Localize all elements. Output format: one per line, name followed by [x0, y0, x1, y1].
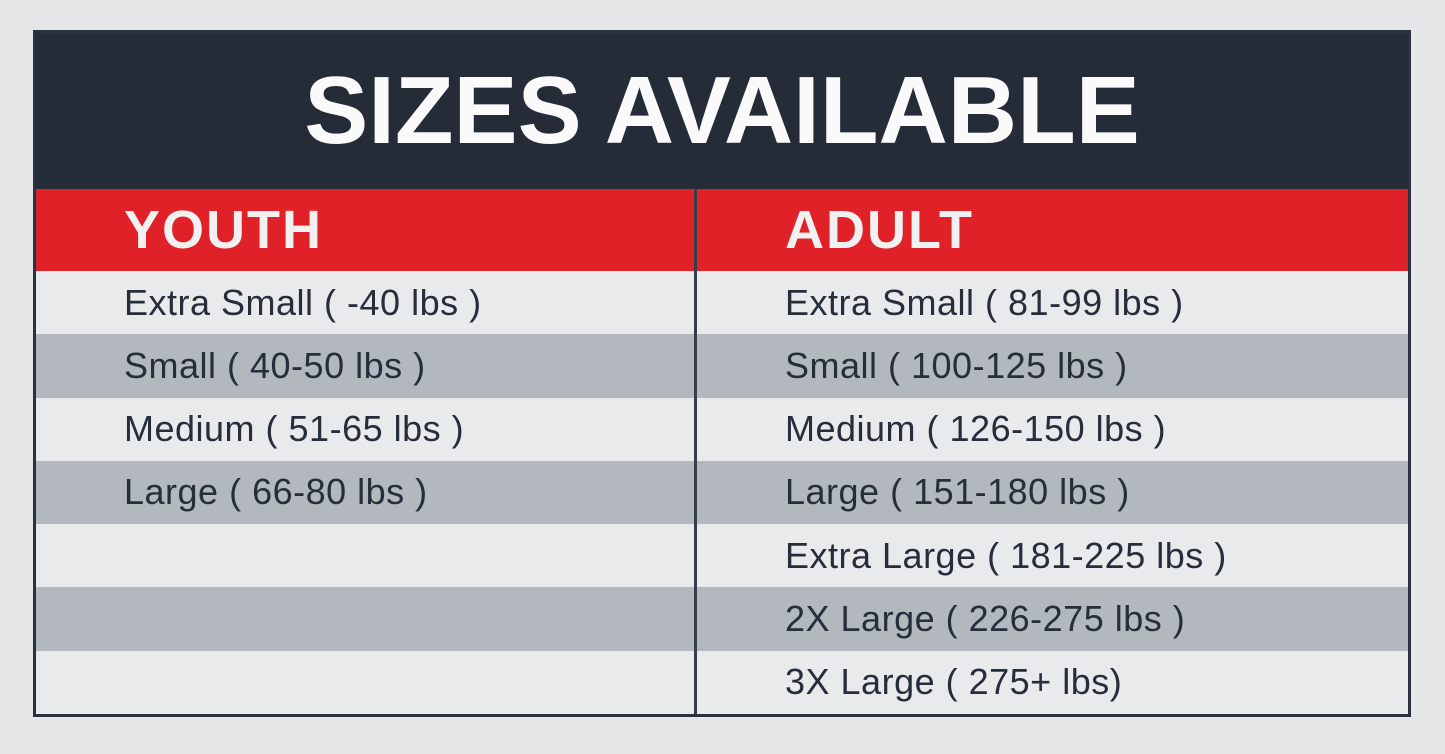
- size-label: Medium ( 126-150 lbs ): [785, 408, 1167, 450]
- adult-column-header: ADULT: [697, 189, 1408, 271]
- table-row: Extra Small ( -40 lbs ): [36, 271, 694, 335]
- size-label: Small ( 40-50 lbs ): [124, 344, 426, 386]
- size-label: Large ( 66-80 lbs ): [124, 471, 428, 513]
- table-row: Medium ( 51-65 lbs ): [36, 397, 694, 461]
- table-row: 3X Large ( 275+ lbs): [697, 650, 1408, 714]
- size-label: 3X Large ( 275+ lbs): [785, 661, 1123, 703]
- adult-column: ADULT Extra Small ( 81-99 lbs ) Small ( …: [697, 189, 1408, 714]
- size-label: Extra Large ( 181-225 lbs ): [785, 534, 1227, 576]
- size-label: 2X Large ( 226-275 lbs ): [785, 598, 1186, 640]
- table-row: Extra Small ( 81-99 lbs ): [697, 271, 1408, 335]
- title-bar: SIZES AVAILABLE: [36, 33, 1408, 189]
- table-row: Small ( 40-50 lbs ): [36, 334, 694, 398]
- table-row: Large ( 151-180 lbs ): [697, 460, 1408, 525]
- youth-rows: Extra Small ( -40 lbs ) Small ( 40-50 lb…: [36, 271, 694, 714]
- table-row: Small ( 100-125 lbs ): [697, 334, 1408, 398]
- table-row: Medium ( 126-150 lbs ): [697, 397, 1408, 461]
- table-row: Large ( 66-80 lbs ): [36, 460, 694, 525]
- page-title: SIZES AVAILABLE: [304, 57, 1140, 164]
- size-label: Large ( 151-180 lbs ): [785, 471, 1130, 513]
- size-columns: YOUTH Extra Small ( -40 lbs ) Small ( 40…: [36, 189, 1408, 714]
- table-row: Extra Large ( 181-225 lbs ): [697, 524, 1408, 588]
- table-row: [36, 650, 694, 714]
- size-label: Medium ( 51-65 lbs ): [124, 408, 465, 450]
- youth-column-header-label: YOUTH: [124, 200, 323, 260]
- size-label: Extra Small ( -40 lbs ): [124, 281, 482, 323]
- size-chart-poster: SIZES AVAILABLE YOUTH Extra Small ( -40 …: [33, 30, 1411, 717]
- youth-column: YOUTH Extra Small ( -40 lbs ) Small ( 40…: [36, 189, 694, 714]
- youth-column-header: YOUTH: [36, 189, 694, 271]
- table-row: [36, 587, 694, 651]
- table-row: 2X Large ( 226-275 lbs ): [697, 587, 1408, 651]
- size-label: Small ( 100-125 lbs ): [785, 344, 1128, 386]
- column-divider: [694, 189, 697, 714]
- table-row: [36, 524, 694, 588]
- adult-rows: Extra Small ( 81-99 lbs ) Small ( 100-12…: [697, 271, 1408, 714]
- adult-column-header-label: ADULT: [785, 200, 974, 260]
- size-label: Extra Small ( 81-99 lbs ): [785, 281, 1184, 323]
